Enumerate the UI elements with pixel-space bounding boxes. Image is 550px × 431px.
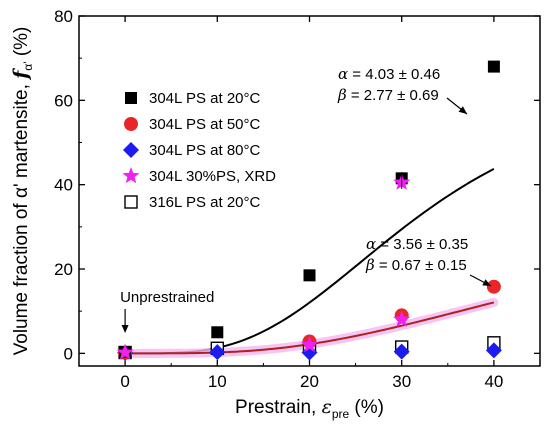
data-point [487, 60, 500, 73]
axis-ticks: 0 10 20 30 40 0 20 40 60 80 [54, 7, 540, 391]
unprestrained-arrowhead [121, 325, 129, 333]
x-tick-label: 40 [484, 372, 503, 391]
data-point [300, 335, 319, 353]
data-point [124, 195, 138, 209]
x-tick-label: 0 [120, 372, 129, 391]
data-point [393, 343, 410, 360]
fit-alpha-label: α = 4.03 ± 0.46 [338, 65, 440, 83]
x-axis-label: Prestrain, εpre (%) [235, 396, 384, 421]
data-point [125, 92, 137, 104]
y-tick-label: 40 [54, 176, 73, 195]
fit-arrowhead [482, 279, 491, 286]
legend-label: 316L PS at 20°C [149, 194, 261, 211]
annotations: α = 4.03 ± 0.46 β = 2.77 ± 0.69 α = 3.56 ±… [120, 65, 492, 333]
fit-beta-label: β = 2.77 ± 0.69 [337, 86, 439, 104]
data-point [486, 279, 501, 294]
plot-border [78, 15, 541, 367]
legend: 304L PS at 20°C 304L PS at 50°C 304L PS at… [122, 90, 276, 211]
x-axis-title: Prestrain, εpre (%) [235, 396, 384, 421]
plot-frame [78, 15, 541, 367]
y-tick-label: 80 [54, 7, 73, 26]
fit-arrowhead [458, 106, 467, 114]
fit-alpha-label: α = 3.56 ± 0.35 [366, 235, 468, 253]
data-point [485, 342, 502, 359]
y-tick-label: 60 [54, 91, 73, 110]
y-tick-label: 20 [54, 260, 73, 279]
data-point [122, 167, 140, 184]
data-point [211, 326, 224, 339]
legend-label: 304L 30%PS, XRD [149, 168, 276, 185]
x-tick-label: 30 [392, 372, 411, 391]
y-tick-label: 0 [64, 344, 73, 363]
legend-label: 304L PS at 50°C [149, 116, 261, 133]
data-point [116, 343, 134, 360]
y-axis-title: Volume fraction of α' martensite, fα' (%… [10, 27, 35, 356]
data-point [123, 142, 139, 158]
legend-label: 304L PS at 80°C [149, 142, 261, 159]
data-point [303, 269, 316, 282]
fit-beta-label: β = 0.67 ± 0.15 [365, 256, 467, 274]
x-tick-label: 10 [208, 372, 227, 391]
data-point [209, 344, 226, 361]
y-axis-label: Volume fraction of α' martensite, fα' (%… [10, 27, 35, 356]
legend-label: 304L PS at 20°C [149, 90, 261, 107]
data-points [116, 60, 502, 361]
x-tick-label: 20 [300, 372, 319, 391]
unprestrained-label: Unprestrained [120, 289, 214, 306]
data-point [393, 310, 411, 327]
data-point [124, 117, 138, 131]
